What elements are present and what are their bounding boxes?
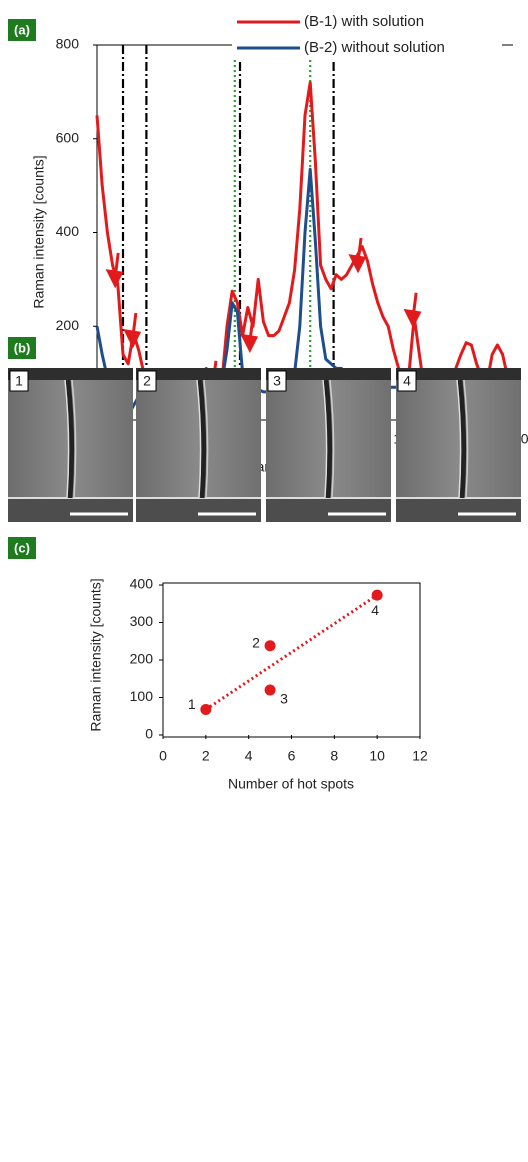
sem-image: 4 — [396, 368, 521, 522]
y-tick-label: 100 — [130, 688, 154, 704]
point-label: 4 — [371, 602, 379, 618]
x-tick-label: 10 — [369, 748, 385, 764]
sem-gap-edge — [463, 379, 469, 499]
plot-frame — [162, 582, 421, 738]
y-tick-label: 400 — [130, 576, 154, 592]
sem-gap — [323, 379, 333, 499]
sem-bottom — [396, 498, 521, 522]
x-tick-label: 12 — [412, 748, 428, 764]
y-axis-label: Raman intensity [counts] — [88, 578, 104, 731]
sem-image: 1 — [8, 368, 133, 522]
panel-label: (c) — [14, 540, 30, 555]
sem-label: 2 — [143, 373, 151, 389]
point-label: 1 — [188, 696, 196, 712]
point — [371, 589, 383, 601]
sem-label: 3 — [273, 373, 281, 389]
sem-gap — [65, 379, 75, 499]
arrow — [105, 252, 124, 289]
sem-top — [136, 368, 261, 380]
legend-bg — [232, 37, 502, 59]
x-axis-label: Number of hot spots — [228, 776, 354, 792]
sem-label: 1 — [15, 373, 23, 389]
x-tick-label: 6 — [288, 748, 296, 764]
legend-bg — [232, 11, 502, 33]
point — [264, 684, 276, 696]
sem-label: 4 — [403, 373, 411, 389]
y-tick-label: 600 — [56, 129, 80, 145]
point-label: 3 — [280, 691, 288, 707]
y-tick-label: 0 — [145, 726, 153, 742]
x-tick-label: 2 — [202, 748, 210, 764]
sem-top — [266, 368, 391, 380]
y-tick-label: 200 — [56, 317, 80, 333]
sem-label-box — [137, 370, 157, 392]
sem-gap — [457, 379, 467, 499]
arrow — [123, 312, 142, 349]
legend-label: (B-2) without solution — [304, 39, 445, 56]
sem-gap — [197, 379, 207, 499]
y-tick-label: 400 — [56, 223, 80, 239]
sem-top — [8, 368, 133, 380]
panel-label-box — [8, 19, 36, 41]
sem-label-box — [9, 370, 29, 392]
sem-gap-edge — [64, 379, 70, 499]
panel-label: (a) — [14, 22, 30, 37]
y-axis-label: Raman intensity [counts] — [31, 155, 47, 308]
sem-image: 3 — [266, 368, 391, 522]
y-tick-label: 800 — [56, 36, 80, 52]
panel-label-box — [8, 337, 36, 359]
point — [200, 704, 212, 715]
sem-bottom — [8, 498, 133, 522]
x-tick-label: 0 — [159, 748, 167, 764]
sem-top — [396, 368, 521, 380]
arrow — [348, 237, 367, 274]
panel-label: (b) — [14, 340, 31, 355]
sem-gap-edge — [71, 379, 77, 499]
trendline — [205, 593, 378, 711]
y-tick-label: 300 — [130, 613, 154, 629]
y-tick-label: 200 — [130, 651, 154, 667]
sem-label-box — [397, 370, 417, 392]
panel-label-box — [8, 537, 36, 559]
x-tick-label: 4 — [245, 748, 253, 764]
x-tick-label: 8 — [330, 748, 338, 764]
sem-gap-edge — [196, 379, 202, 499]
sem-image: 2 — [136, 368, 261, 522]
legend-label: (B-1) with solution — [304, 13, 424, 30]
arrow — [403, 292, 422, 329]
arrow — [240, 317, 259, 354]
sem-bottom — [266, 498, 391, 522]
point — [264, 640, 276, 652]
sem-label-box — [267, 370, 287, 392]
sem-gap-edge — [203, 379, 209, 499]
point-label: 2 — [252, 634, 260, 650]
sem-gap-edge — [456, 379, 462, 499]
sem-bottom — [136, 498, 261, 522]
sem-gap-edge — [322, 379, 328, 499]
sem-gap-edge — [329, 379, 335, 499]
